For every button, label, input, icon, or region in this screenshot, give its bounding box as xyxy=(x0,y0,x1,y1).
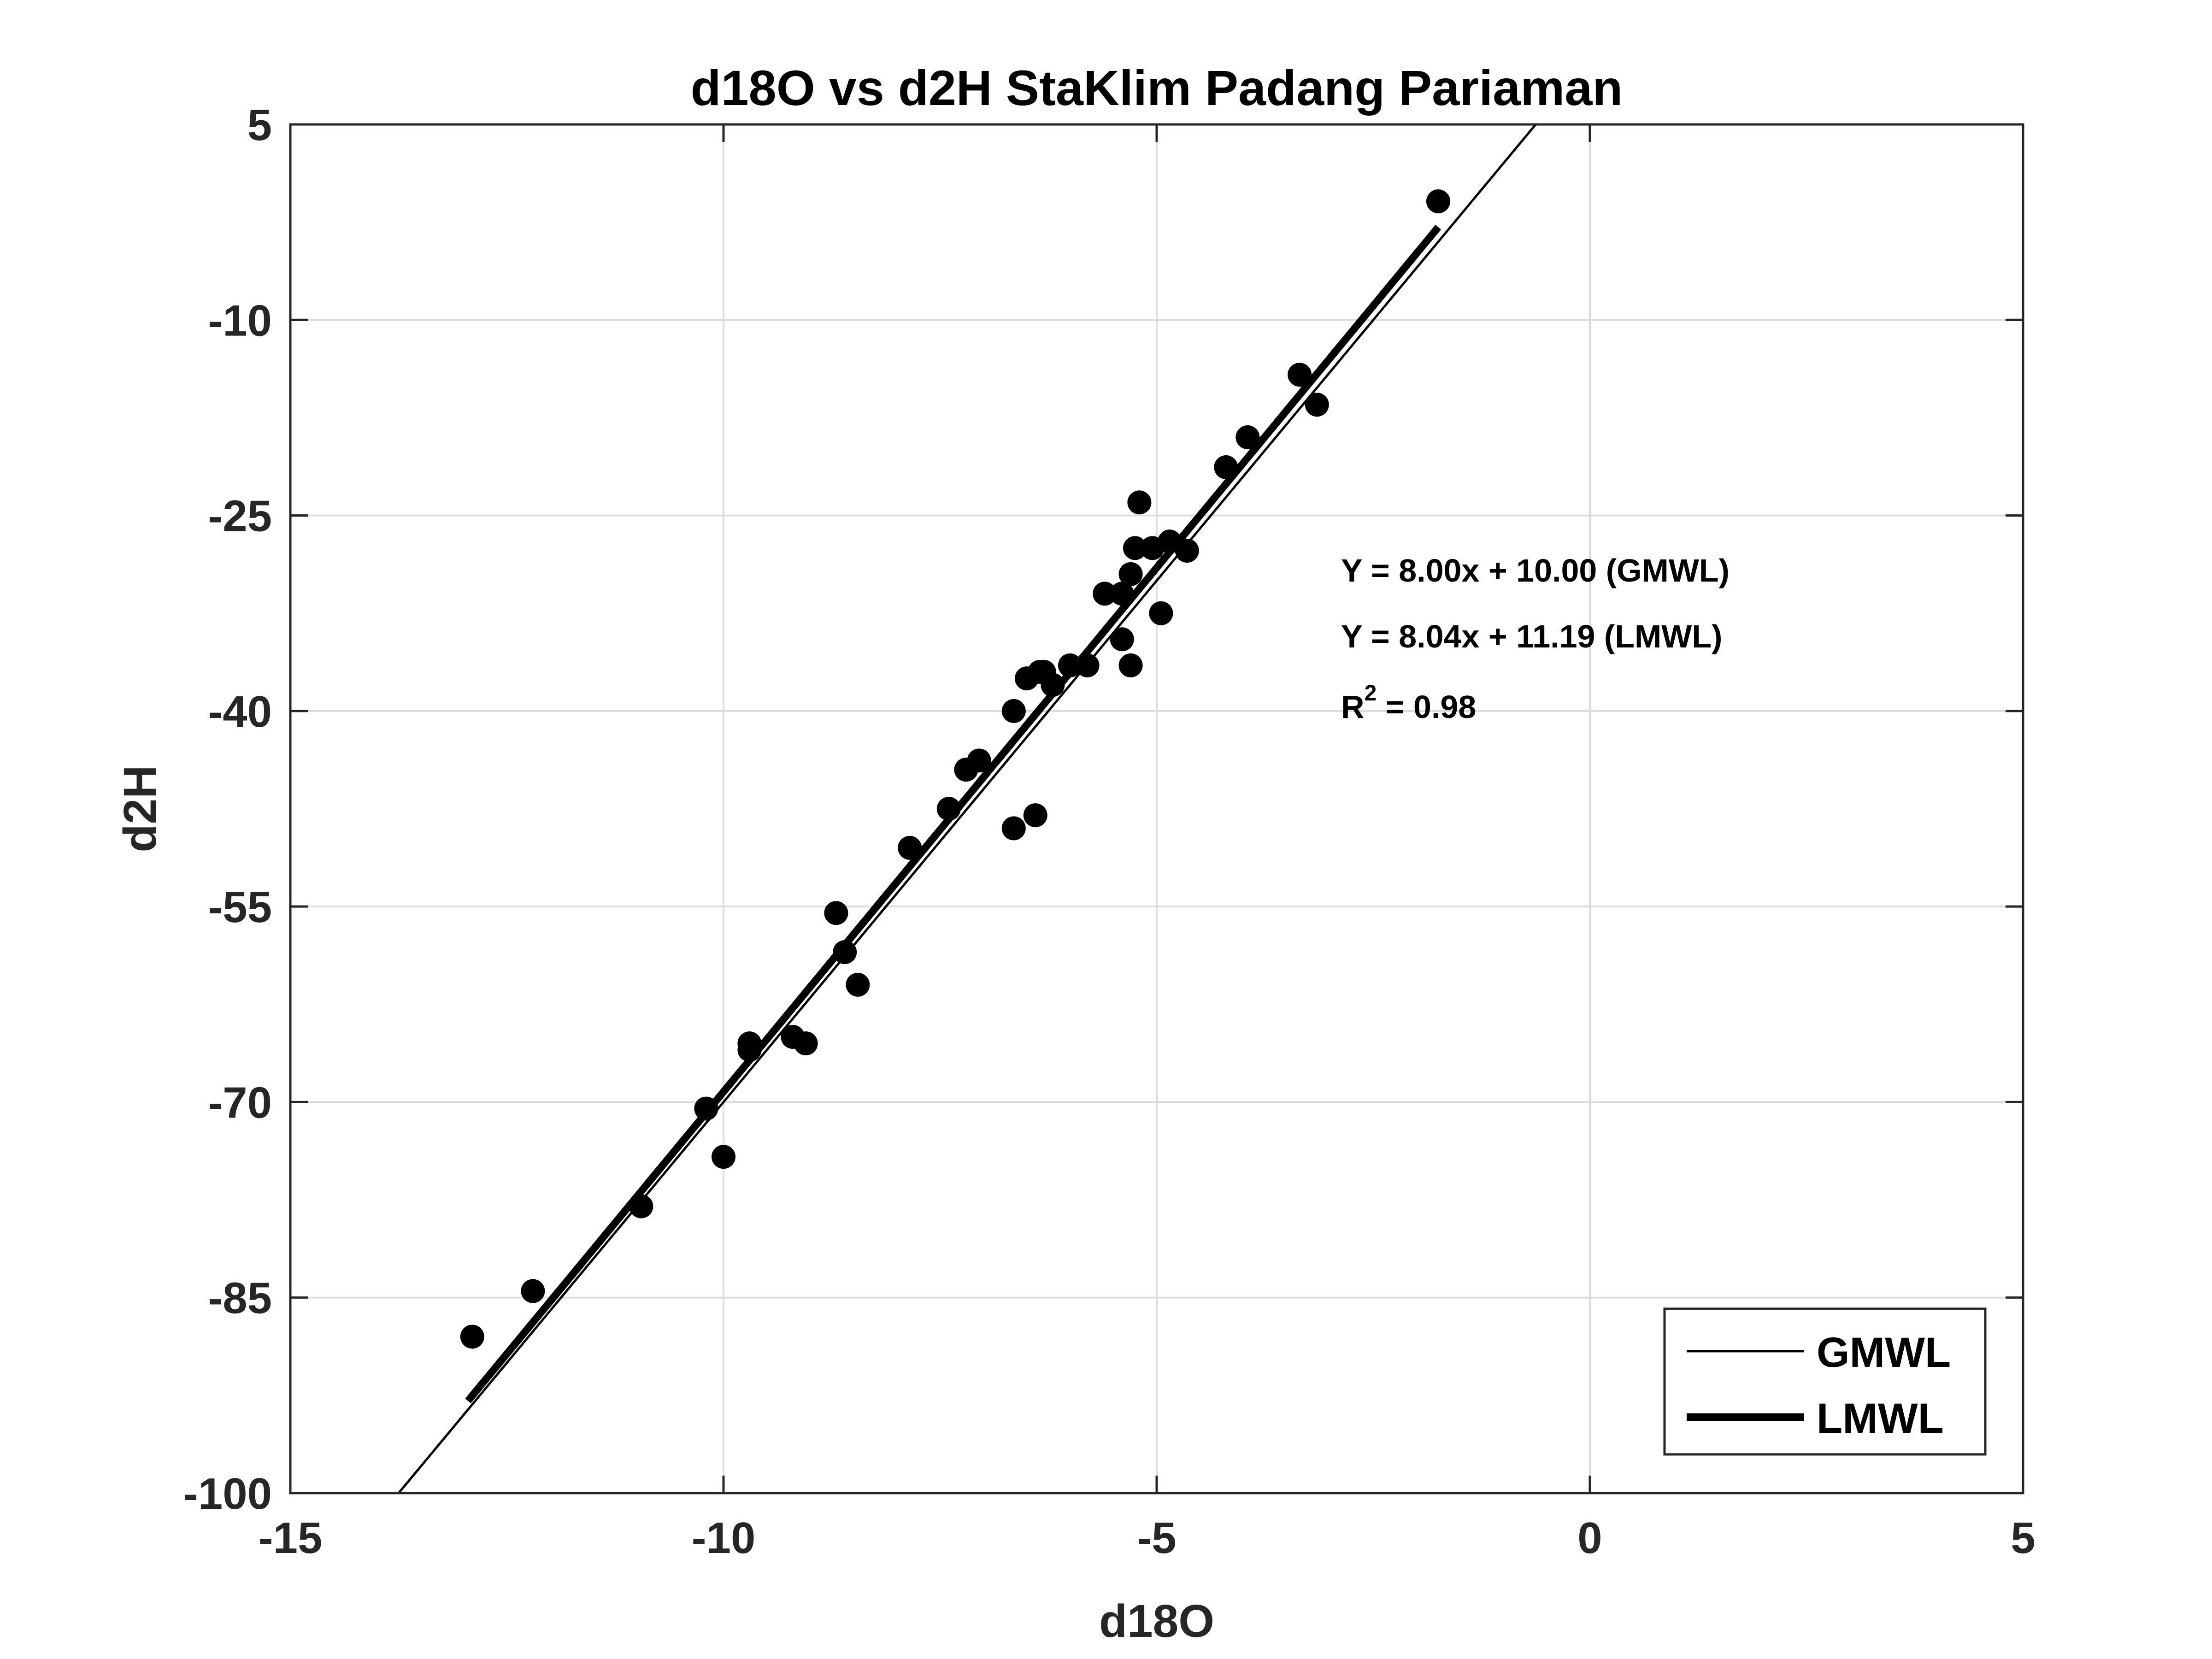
legend-box xyxy=(1663,1307,1987,1456)
data-point xyxy=(1041,673,1065,697)
data-point xyxy=(1175,538,1199,563)
chart-title: d18O vs d2H StaKlim Padang Pariaman xyxy=(691,60,1623,116)
data-point xyxy=(824,901,848,925)
data-point xyxy=(521,1279,545,1303)
y-tick-label: 5 xyxy=(247,100,272,150)
annotation-lmwl-equation: Y = 8.04x + 11.19 (LMWL) xyxy=(1341,618,1722,654)
data-point xyxy=(1110,582,1134,606)
data-point xyxy=(936,797,961,821)
x-tick-labels: -15 -10 -5 0 5 xyxy=(259,1513,2036,1563)
x-tick-label: 0 xyxy=(1577,1513,1602,1563)
fit-line-gmwl xyxy=(398,123,1537,1494)
y-tick-label: -70 xyxy=(208,1078,272,1127)
data-point xyxy=(1110,627,1134,652)
y-tick-label: -55 xyxy=(208,882,272,932)
y-tick-label: -100 xyxy=(183,1469,272,1518)
data-point xyxy=(1235,425,1260,449)
annotation-gmwl-equation: Y = 8.00x + 10.00 (GMWL) xyxy=(1341,553,1730,588)
r2-base: R xyxy=(1341,689,1365,725)
y-tick-label: -85 xyxy=(208,1274,272,1323)
data-point xyxy=(898,835,922,860)
data-point xyxy=(1001,699,1026,723)
data-point xyxy=(967,748,991,773)
data-point xyxy=(629,1194,653,1218)
axis-ticks xyxy=(289,123,2024,1494)
data-point xyxy=(1426,189,1450,213)
r2-value: = 0.98 xyxy=(1377,689,1476,725)
y-tick-label: -40 xyxy=(208,687,272,736)
x-axis-label: d18O xyxy=(1099,1595,1214,1647)
r2-superscript: 2 xyxy=(1365,681,1377,706)
data-point xyxy=(1288,363,1312,387)
data-point xyxy=(712,1145,735,1169)
data-point xyxy=(1058,653,1082,677)
y-tick-label: -25 xyxy=(208,492,272,541)
legend-label-lmwl: LMWL xyxy=(1817,1395,1944,1442)
data-point xyxy=(1118,653,1143,677)
data-points xyxy=(460,189,1450,1349)
data-point xyxy=(1123,536,1147,560)
data-point xyxy=(1023,803,1047,828)
data-point xyxy=(1149,601,1173,625)
data-point xyxy=(1075,653,1100,677)
y-tick-label: -10 xyxy=(208,296,272,345)
legend: GMWL LMWL xyxy=(1663,1307,1987,1456)
data-point xyxy=(460,1324,484,1349)
data-point xyxy=(833,940,857,965)
data-point xyxy=(1118,562,1143,586)
x-tick-label: -5 xyxy=(1137,1513,1176,1563)
data-point xyxy=(1093,582,1117,606)
data-point xyxy=(846,972,870,997)
data-point xyxy=(1001,816,1026,841)
data-point xyxy=(1305,393,1329,417)
data-point xyxy=(737,1038,762,1062)
data-point xyxy=(1214,455,1238,479)
data-point xyxy=(794,1031,818,1056)
y-axis-label: d2H xyxy=(114,765,166,853)
x-tick-label: 5 xyxy=(2011,1513,2035,1563)
data-point xyxy=(694,1096,718,1121)
x-tick-label: -15 xyxy=(259,1513,323,1563)
data-point xyxy=(1127,490,1152,515)
legend-label-gmwl: GMWL xyxy=(1817,1329,1951,1376)
x-tick-label: -10 xyxy=(692,1513,756,1563)
y-tick-labels: 5 -10 -25 -40 -55 -70 -85 -100 xyxy=(183,100,272,1518)
annotation-r-squared: R2 = 0.98 xyxy=(1341,681,1476,725)
grid-lines xyxy=(290,124,2023,1493)
